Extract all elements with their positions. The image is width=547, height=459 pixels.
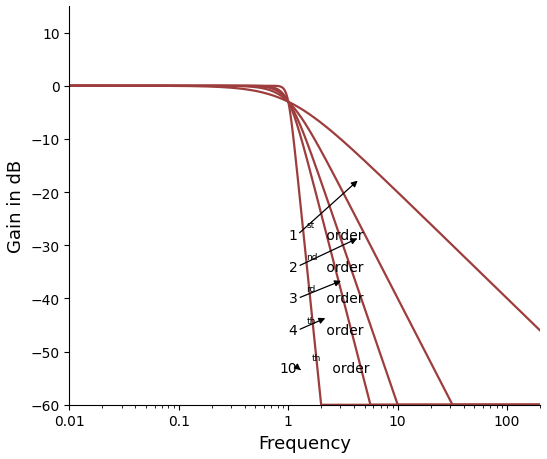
X-axis label: Frequency: Frequency bbox=[258, 434, 351, 452]
Text: 4: 4 bbox=[289, 324, 298, 337]
Text: 2: 2 bbox=[289, 260, 298, 274]
Text: order: order bbox=[322, 228, 363, 242]
Text: th: th bbox=[312, 353, 321, 362]
Text: order: order bbox=[322, 292, 363, 306]
Text: 3: 3 bbox=[289, 292, 298, 306]
Text: rd: rd bbox=[306, 284, 316, 293]
Text: nd: nd bbox=[306, 252, 318, 261]
Text: 10: 10 bbox=[280, 361, 298, 375]
Text: st: st bbox=[306, 220, 315, 230]
Text: order: order bbox=[322, 260, 363, 274]
Text: order: order bbox=[328, 361, 369, 375]
Text: th: th bbox=[306, 316, 316, 325]
Text: 1: 1 bbox=[289, 228, 298, 242]
Y-axis label: Gain in dB: Gain in dB bbox=[7, 159, 25, 252]
Text: order: order bbox=[322, 324, 363, 337]
